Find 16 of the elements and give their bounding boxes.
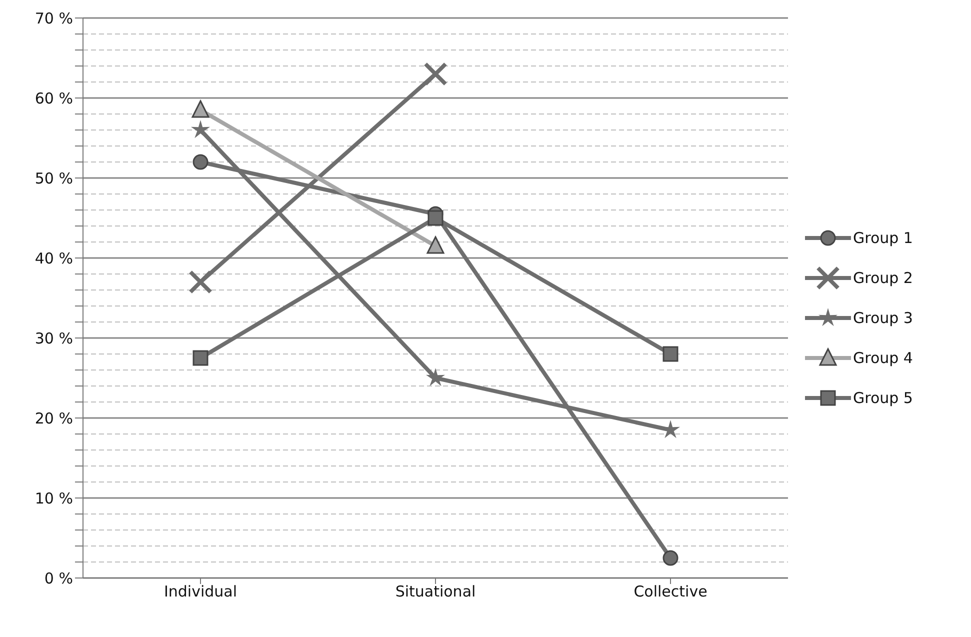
y-tick-label: 0 % [44, 569, 73, 588]
legend-label: Group 5 [853, 389, 913, 407]
x-tick-label: Individual [164, 582, 238, 601]
y-tick-label: 10 % [34, 489, 73, 508]
x-tick-label: Collective [634, 582, 708, 601]
y-tick-label: 20 % [34, 409, 73, 428]
x-tick-label: Situational [395, 582, 476, 601]
legend-label: Group 3 [853, 309, 913, 327]
y-tick-label: 50 % [34, 169, 73, 188]
legend-label: Group 4 [853, 349, 913, 367]
legend-label: Group 1 [853, 229, 913, 247]
y-tick-label: 40 % [34, 249, 73, 268]
y-tick-label: 30 % [34, 329, 73, 348]
legend-label: Group 2 [853, 269, 913, 287]
y-tick-label: 60 % [34, 89, 73, 108]
y-tick-label: 70 % [34, 9, 73, 28]
